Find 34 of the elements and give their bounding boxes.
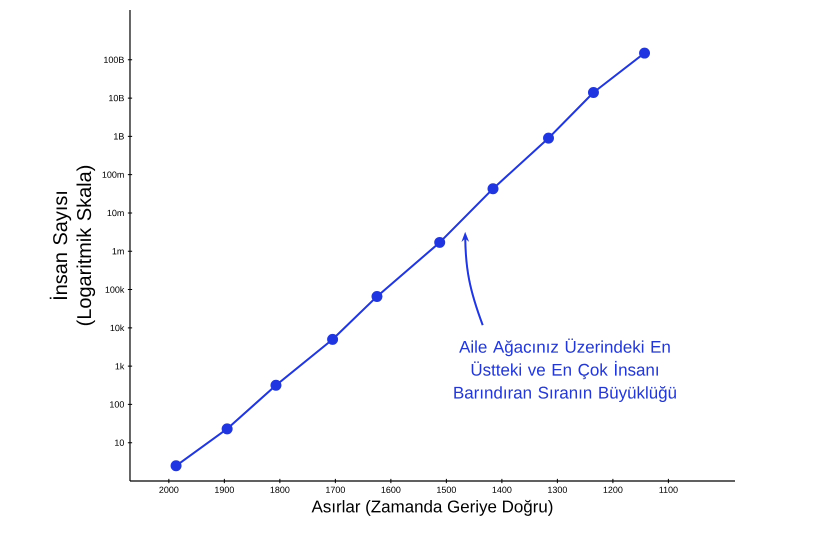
x-tick-label: 1900 (215, 486, 234, 493)
point (639, 48, 650, 59)
point (588, 87, 599, 98)
point (543, 132, 554, 144)
y-tick-label: 100m (102, 172, 124, 178)
x-tick-label: 1300 (548, 486, 568, 493)
y-tick-label: 1k (116, 362, 124, 370)
y-tick-label: 1B (114, 133, 124, 140)
y-tick-label: 10k (110, 324, 124, 332)
x-tick-label: 1400 (492, 486, 512, 493)
annotation: Aile Ağacınız Üzerindeki En Üstteki ve En Çok İnsanı Barındıran Sıranın Büyüklüğü (454, 338, 676, 402)
point (222, 423, 233, 434)
x-tick-label: 1800 (270, 486, 290, 493)
x-tick-label: 1200 (604, 486, 623, 493)
y-tick-label: 100k (106, 286, 124, 293)
y-axis-title: İnsan Sayısı (Logaritmik Skala) (50, 166, 96, 326)
point (270, 380, 282, 391)
y-tick-label: 10m (108, 210, 124, 216)
point (170, 460, 182, 472)
x-tick-label: 2000 (159, 486, 178, 493)
x-tick-label: 1100 (659, 486, 678, 493)
x-tick-label: 1500 (437, 486, 456, 493)
y-tick-label: 1m (112, 248, 124, 254)
point (327, 334, 338, 345)
y-tick-label: 10B (109, 94, 124, 102)
point (434, 236, 446, 248)
y-tick-label: 100 (110, 401, 124, 408)
point (488, 183, 498, 194)
y-tick-label: 10 (115, 440, 124, 446)
y-tick-label: 100B (104, 56, 124, 63)
x-tick-label: 1600 (382, 486, 400, 493)
x-axis-title: Asırlar (Zamanda Geriye Doğru) (312, 500, 552, 516)
point (372, 290, 382, 302)
x-tick-label: 1700 (326, 486, 345, 493)
